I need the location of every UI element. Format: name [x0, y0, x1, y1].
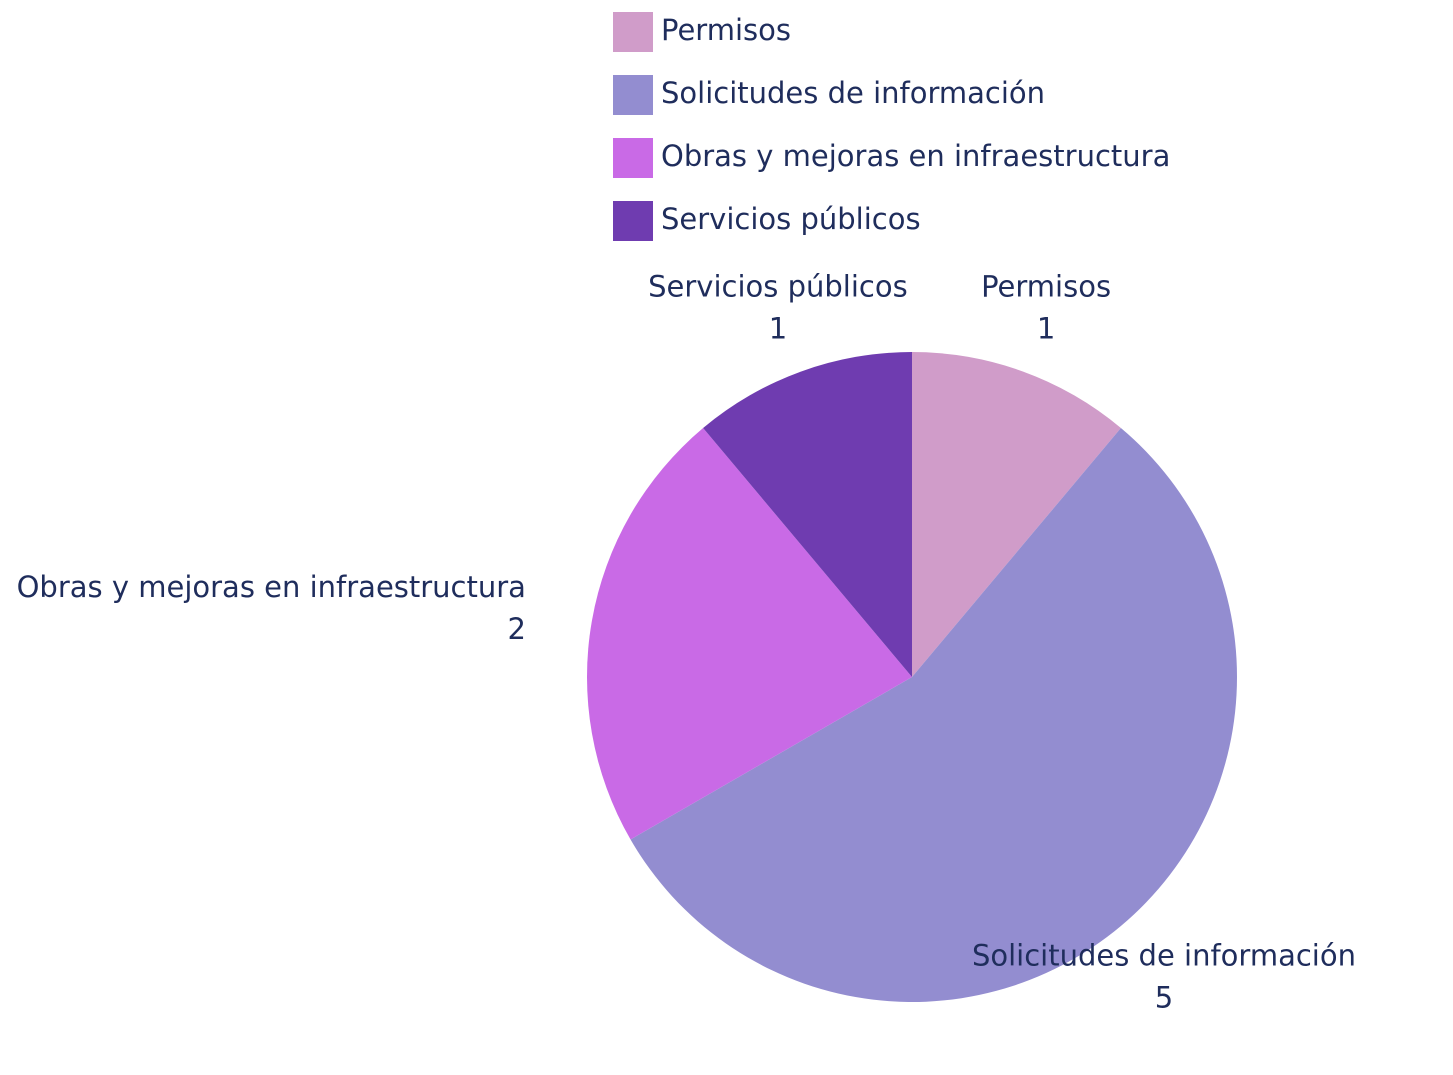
legend-label: Solicitudes de información	[661, 76, 1045, 110]
slice-label: Solicitudes de información	[972, 938, 1356, 972]
slice-label: Obras y mejoras en infraestructura	[17, 570, 526, 604]
slice-label: Permisos	[981, 270, 1111, 304]
pie-slice	[587, 428, 912, 840]
pie-slice	[703, 352, 912, 677]
legend-swatch	[613, 75, 653, 115]
slice-value: 2	[508, 612, 526, 646]
legend-swatch	[613, 12, 653, 52]
pie-slice	[912, 352, 1121, 677]
slice-value: 1	[1037, 312, 1055, 346]
slice-label: Servicios públicos	[648, 270, 908, 304]
legend-label: Obras y mejoras en infraestructura	[661, 139, 1170, 173]
pie-slice	[630, 428, 1237, 1003]
legend-label: Permisos	[661, 13, 791, 47]
legend-swatch	[613, 201, 653, 241]
legend-swatch	[613, 138, 653, 178]
legend-label: Servicios públicos	[661, 202, 921, 236]
slice-value: 1	[769, 312, 787, 346]
slice-value: 5	[1155, 980, 1173, 1014]
